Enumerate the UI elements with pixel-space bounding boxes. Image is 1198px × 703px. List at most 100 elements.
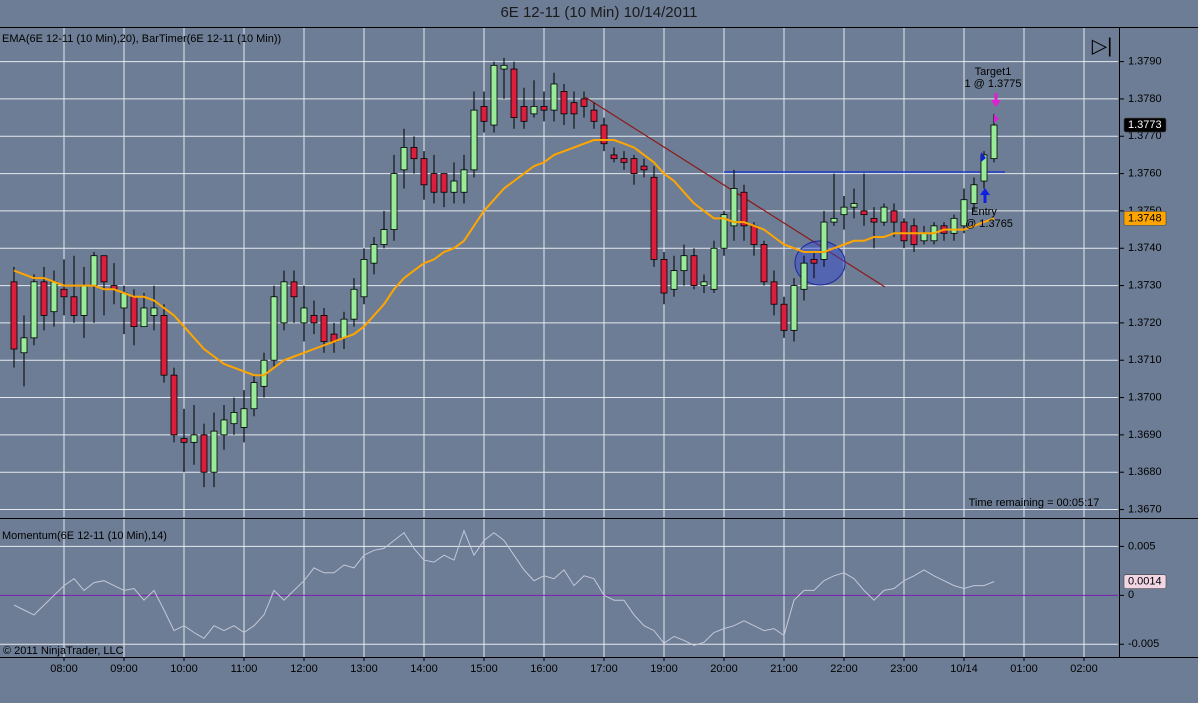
candle-body	[400, 147, 408, 171]
x-tick-label: 23:00	[890, 663, 918, 675]
candle-body	[410, 147, 418, 160]
candle-body	[820, 221, 828, 260]
target-arrow	[991, 93, 1001, 107]
x-tick-label: 08:00	[50, 663, 78, 675]
candle-body	[80, 285, 88, 316]
candle-body	[850, 203, 858, 208]
candle-body	[250, 382, 258, 410]
candle-body	[130, 296, 138, 328]
candle-body	[420, 158, 428, 186]
candle-body	[700, 281, 708, 286]
x-tick-label: 09:00	[110, 663, 138, 675]
candle-body	[840, 206, 848, 216]
value-tag	[1123, 211, 1167, 226]
chart-title: 6E 12-11 (10 Min) 10/14/2011	[500, 4, 697, 21]
candle-body	[750, 225, 758, 245]
candle-body	[140, 307, 148, 328]
candle-body	[440, 173, 448, 193]
candle-body	[710, 247, 718, 290]
candle-body	[360, 259, 368, 298]
candle-body	[230, 412, 238, 425]
candle-body	[890, 210, 898, 223]
x-tick-label: 13:00	[350, 663, 378, 675]
candle-body	[30, 281, 38, 339]
indicator-label: EMA(6E 12-11 (10 Min),20), BarTimer(6E 1…	[2, 33, 281, 45]
candle-body	[670, 270, 678, 290]
y-tick-label: 1.3780	[1128, 93, 1162, 105]
candle-body	[920, 232, 928, 242]
candle-body	[780, 303, 788, 331]
y-tick-label: 1.3790	[1128, 56, 1162, 68]
candle-body	[10, 281, 18, 350]
candle-body	[20, 337, 28, 354]
candle-body	[450, 180, 458, 193]
indicator-icon[interactable]: ▷|	[1092, 35, 1113, 57]
candle-body	[320, 315, 328, 342]
candle-body	[730, 188, 738, 227]
candle-body	[870, 217, 878, 223]
candle-body	[950, 217, 958, 234]
candle-body	[680, 255, 688, 272]
target-label: Target1	[975, 66, 1012, 78]
x-tick-label: 10:00	[170, 663, 198, 675]
momentum-line	[13, 529, 995, 646]
y-tick-label: 1.3770	[1128, 130, 1162, 142]
candle-body	[990, 124, 998, 160]
candle-body	[380, 229, 388, 245]
value-tag	[1123, 574, 1167, 589]
candle-body	[770, 281, 778, 305]
candle-body	[910, 225, 918, 245]
candle-body	[160, 315, 168, 376]
candle-body	[350, 288, 358, 320]
candle-body	[760, 244, 768, 283]
candle-body	[660, 259, 668, 294]
candle-body	[290, 281, 298, 298]
candle-body	[880, 206, 888, 223]
candle-body	[490, 64, 498, 126]
candle-body	[550, 83, 558, 111]
overlay-layer: Target1 1 @ 1.3775 Entry @ 1.3765 Time r…	[2, 33, 1167, 675]
value-tag-label: 1.3773	[1128, 119, 1162, 131]
candle-body	[860, 210, 868, 216]
x-tick-label: 15:00	[470, 663, 498, 675]
candle-body	[590, 109, 598, 122]
target-order: 1 @ 1.3775	[964, 78, 1021, 90]
candle-body	[790, 285, 798, 331]
candle-body	[980, 154, 988, 182]
candle-body	[240, 408, 248, 428]
y-tick-label: 1.3680	[1128, 466, 1162, 478]
y-tick-label: 1.3700	[1128, 391, 1162, 403]
candle-body	[370, 244, 378, 264]
candle-body	[690, 255, 698, 286]
candle-body	[340, 318, 348, 339]
x-tick-label: 01:00	[1010, 663, 1038, 675]
x-tick-label: 19:00	[650, 663, 678, 675]
ema-line	[13, 139, 995, 377]
candle-body	[520, 105, 528, 122]
candle-body	[220, 419, 228, 436]
x-tick-label: 22:00	[830, 663, 858, 675]
y-tick-label: 1.3670	[1128, 503, 1162, 515]
x-tick-label: 02:00	[1070, 663, 1098, 675]
y-tick-label: 0	[1128, 589, 1134, 601]
candle-body	[180, 438, 188, 443]
candle-body	[610, 154, 618, 160]
x-tick-label: 11:00	[231, 663, 258, 675]
y-tick-label: 1.3720	[1128, 317, 1162, 329]
y-tick-label: 1.3730	[1128, 279, 1162, 291]
marks-layer	[10, 57, 1005, 646]
entry-arrow	[980, 188, 990, 203]
candle-body	[540, 105, 548, 111]
candle-body	[510, 68, 518, 118]
candle-body	[620, 158, 628, 163]
candle-body	[830, 217, 838, 223]
entry-label: Entry	[971, 206, 997, 218]
candle-body	[270, 296, 278, 361]
candle-body	[310, 315, 318, 324]
candle-body	[50, 281, 58, 313]
candle-body	[100, 255, 108, 283]
candle-body	[70, 296, 78, 316]
entry-marker	[981, 152, 986, 162]
x-tick-label: 21:00	[770, 663, 798, 675]
